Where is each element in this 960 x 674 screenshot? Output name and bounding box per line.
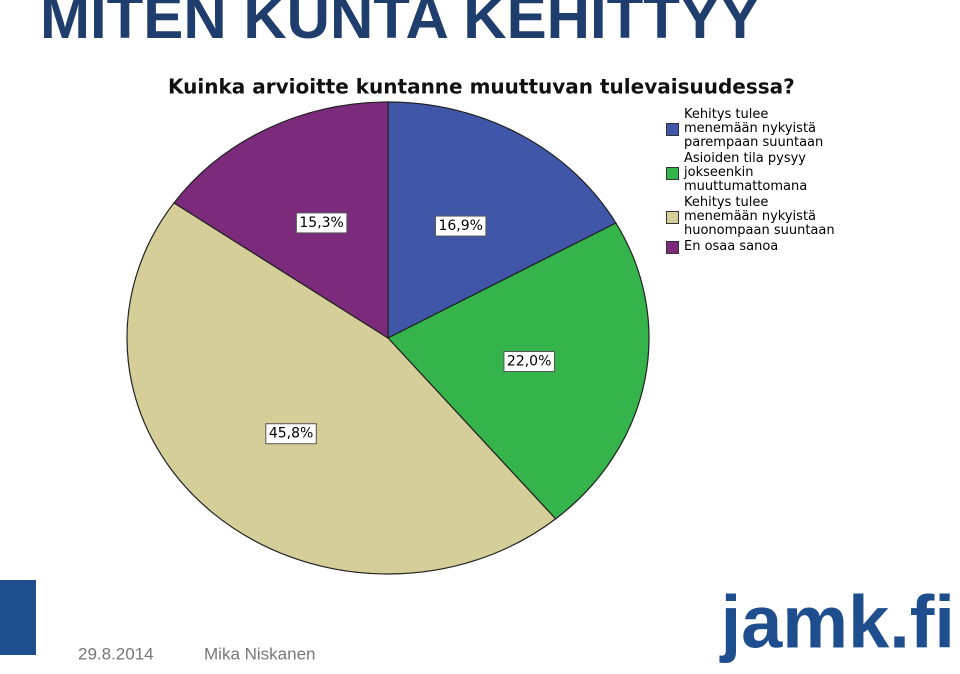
accent-bar (0, 580, 36, 655)
label-box (434, 215, 487, 237)
legend: Kehitys tulee menemään nykyistä parempaa… (666, 108, 841, 256)
label-box (265, 423, 317, 445)
pie-slice (126, 202, 557, 575)
data-label: 45,8% (269, 426, 313, 442)
legend-entry: Kehitys tulee menemään nykyistä parempaa… (666, 108, 841, 150)
legend-entry: En osaa sanoa (666, 240, 841, 254)
data-label-group: 22,0% (503, 351, 555, 373)
pie-slice (387, 101, 617, 339)
label-box (503, 351, 555, 373)
footer-author: Mika Niskanen (204, 644, 316, 663)
pie-slice (173, 101, 389, 340)
legend-label: En osaa sanoa (684, 239, 779, 254)
legend-entry: Asioiden tila pysyy jokseenkin muuttumat… (666, 152, 841, 194)
data-label: 16,9% (438, 218, 482, 234)
footer-date: 29.8.2014 (78, 644, 154, 663)
data-label: 22,0% (507, 354, 551, 370)
slide-title: MITEN KUNTA KEHITTYY (40, 0, 760, 51)
legend-swatch (666, 211, 679, 224)
legend-label: Kehitys tulee menemään nykyistä huonompa… (684, 195, 835, 238)
label-box (295, 212, 348, 234)
data-label-group: 15,3% (295, 212, 348, 234)
data-label: 15,3% (299, 215, 343, 231)
legend-entry: Kehitys tulee menemään nykyistä huonompa… (666, 196, 841, 238)
legend-label: Kehitys tulee menemään nykyistä parempaa… (684, 107, 824, 150)
legend-swatch (666, 167, 679, 180)
legend-label: Asioiden tila pysyy jokseenkin muuttumat… (684, 151, 808, 194)
data-label-group: 16,9% (434, 215, 487, 237)
legend-swatch (666, 123, 679, 136)
legend-swatch (666, 241, 679, 254)
chart-title: Kuinka arvioitte kuntanne muuttuvan tule… (168, 75, 795, 99)
data-label-group: 45,8% (265, 423, 317, 445)
logo: jamk.fi (719, 581, 955, 664)
